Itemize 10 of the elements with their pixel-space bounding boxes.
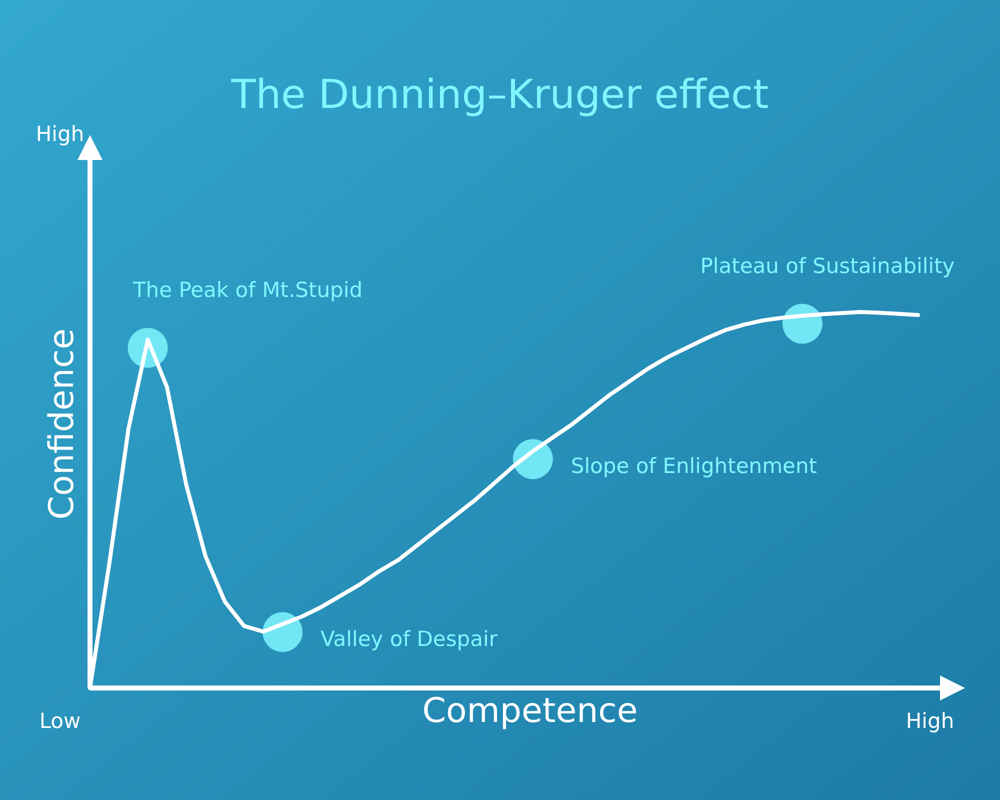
x-axis-title: Competence: [422, 691, 638, 731]
text: The Peak of Mt.Stupid: [132, 278, 363, 302]
chart-title: The Dunning–Kruger effect: [230, 72, 769, 118]
text: High: [906, 709, 954, 733]
text: High: [36, 122, 84, 146]
text: Low: [39, 709, 81, 733]
y-axis-title: Confidence: [42, 328, 82, 520]
text: Plateau of Sustainability: [700, 254, 955, 278]
annotation: Valley of Despair: [320, 627, 498, 652]
annotation: Slope of Enlightenment: [570, 454, 818, 478]
